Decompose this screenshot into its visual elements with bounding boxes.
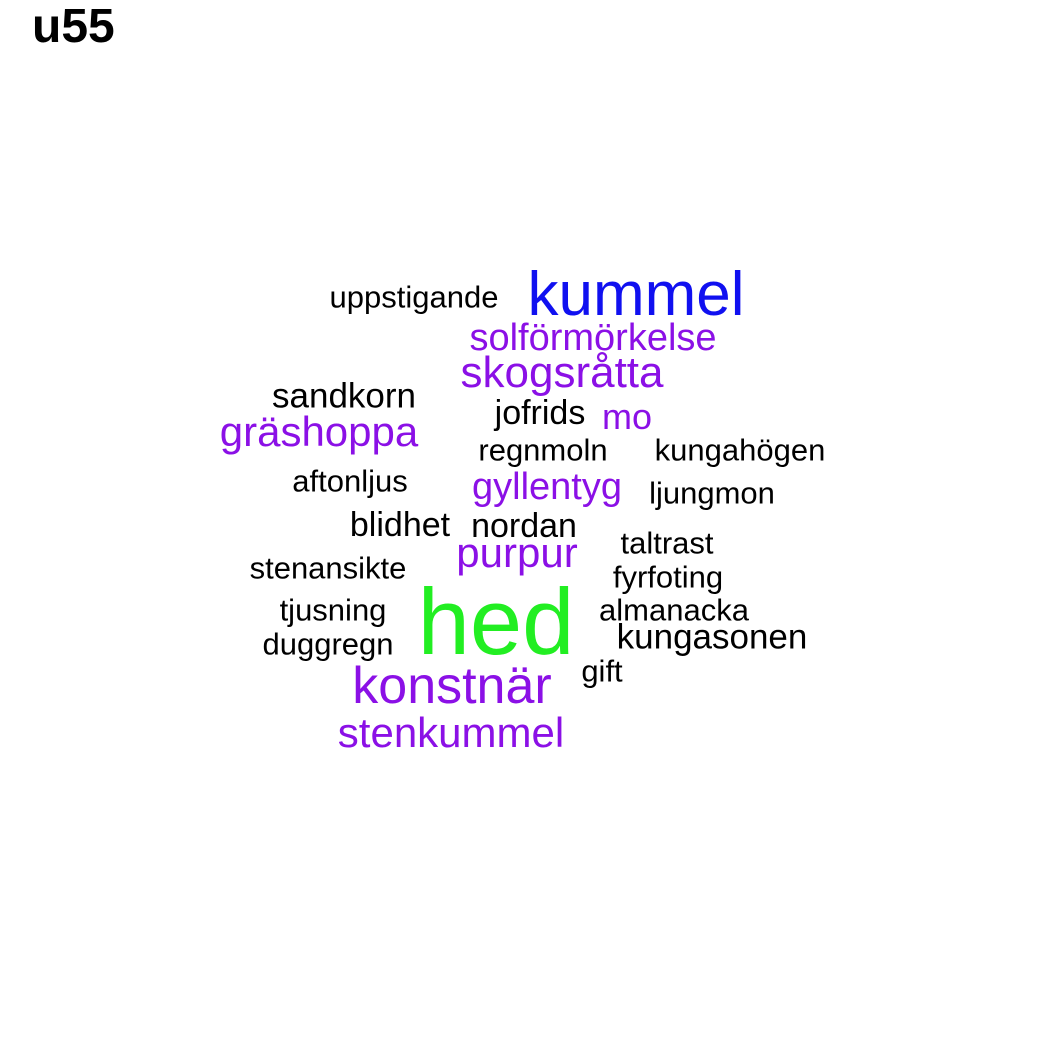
word-hed: hed [417,569,575,674]
word-konstnar: konstnär [352,657,552,715]
word-regnmoln: regnmoln [478,432,608,468]
word-fyrfoting: fyrfoting [612,559,724,595]
word-mo: mo [601,396,653,437]
page-title: u55 [32,0,115,53]
word-stenansikte: stenansikte [249,550,407,586]
word-skogsratta: skogsråtta [460,348,664,397]
word-aftonljus: aftonljus [292,463,408,499]
word-almanacka: almanacka [599,592,749,628]
word-tjusning: tjusning [279,592,387,628]
word-solformorkelse: solförmörkelse [469,317,717,359]
word-grashoppa: gräshoppa [219,408,419,455]
word-purpur: purpur [456,529,578,576]
word-jofrids: jofrids [494,394,586,432]
word-ljungmon: ljungmon [649,475,775,511]
word-taltrast: taltrast [620,525,714,561]
word-stenkummel: stenkummel [337,709,565,756]
word-sandkorn: sandkorn [272,376,416,416]
word-uppstigande: uppstigande [329,279,499,315]
word-kungahogen: kungahögen [654,432,826,468]
word-blidhet: blidhet [349,506,451,544]
word-duggregn: duggregn [262,626,394,662]
word-gift: gift [581,653,623,689]
word-nordan: nordan [471,507,577,545]
word-gyllentyg: gyllentyg [472,466,622,508]
word-kungasonen: kungasonen [616,617,808,657]
word-kummel: kummel [527,260,745,329]
